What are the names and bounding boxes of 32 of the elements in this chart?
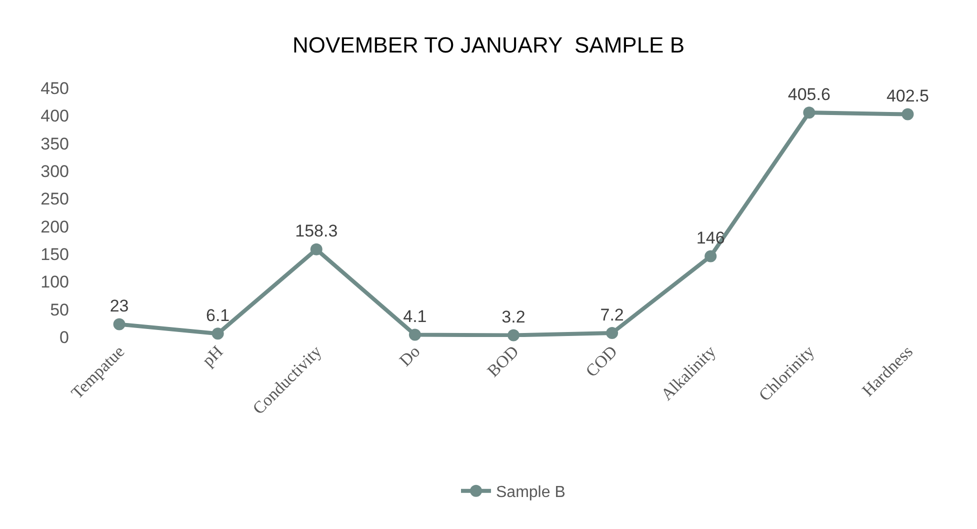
data-label: 158.3: [295, 222, 338, 241]
data-label: 7.2: [600, 305, 624, 324]
y-tick-label: 50: [50, 300, 69, 320]
point: [902, 108, 914, 120]
chart-title: NOVEMBER TO JANUARY SAMPLE B: [292, 32, 685, 58]
y-tick-label: 0: [60, 328, 69, 347]
data-label: 4.1: [403, 306, 427, 326]
point: [508, 329, 520, 342]
data-label: 23: [110, 296, 129, 316]
x-tick-label: Do: [396, 342, 424, 370]
y-tick-label: 250: [40, 190, 69, 209]
data-label: 405.6: [788, 84, 830, 104]
point: [803, 106, 816, 119]
point: [113, 318, 126, 330]
x-tick-label: COD: [582, 342, 621, 381]
point: [408, 328, 421, 341]
y-tick-label: 300: [40, 162, 69, 181]
y-tick-label: 200: [40, 217, 69, 236]
y-tick-label: 400: [40, 106, 69, 126]
data-label: 3.2: [502, 307, 526, 326]
point: [606, 327, 618, 340]
y-tick-label: 100: [40, 272, 69, 292]
point: [310, 243, 322, 256]
point: [212, 328, 224, 340]
data-label: 6.1: [206, 306, 230, 325]
x-tick-label: pH: [198, 342, 227, 370]
data-label: 402.5: [886, 86, 929, 106]
point: [704, 250, 717, 262]
y-tick-label: 150: [40, 244, 69, 264]
y-tick-label: 450: [40, 78, 69, 98]
y-tick-label: 350: [40, 134, 69, 154]
legend-label: Sample B: [496, 484, 566, 502]
